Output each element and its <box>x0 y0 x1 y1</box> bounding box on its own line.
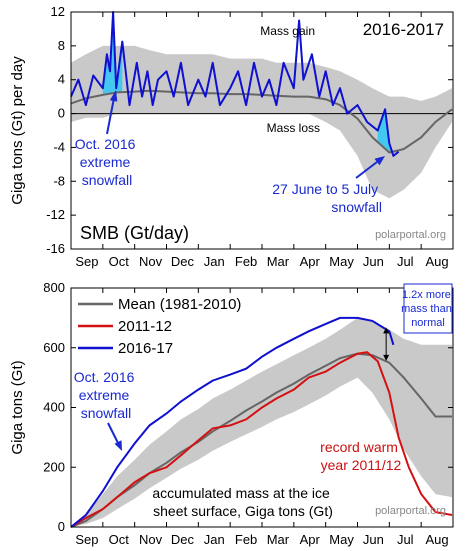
x-tick-label: Dec <box>171 254 195 269</box>
range-band-area <box>71 317 452 527</box>
top-y-ticks: 12 8 4 0 -4 -8 -12 -16 <box>46 4 453 256</box>
x-tick-label: Mar <box>267 532 290 547</box>
y-tick-label: 200 <box>43 459 65 474</box>
x-tick-label: Aug <box>426 532 449 547</box>
legend: Mean (1981-2010) 2011-12 2016-17 <box>78 296 241 357</box>
x-tick-label: Apr <box>300 254 321 269</box>
bracket-arrow-down <box>383 354 390 361</box>
top-july-snowfall-note: 27 June to 5 July snowfall <box>272 181 382 215</box>
x-tick-label: Dec <box>171 532 195 547</box>
snowfall-highlight <box>102 12 123 95</box>
x-tick-label: May <box>329 254 354 269</box>
current-series-line <box>70 316 395 528</box>
record-warm-note: record warm year 2011/12 <box>320 439 402 473</box>
x-tick-label: Feb <box>235 254 257 269</box>
bottom-oct-snowfall-arrow <box>107 422 119 444</box>
x-tick-label: Jan <box>204 532 225 547</box>
legend-2016-17-label: 2016-17 <box>118 340 173 357</box>
bracket-arrow-up <box>383 327 390 334</box>
y-tick-label: 12 <box>51 4 65 19</box>
top-july-snowfall-arrow <box>355 161 378 179</box>
bottom-oct-snowfall-note: Oct. 2016 extreme snowfall <box>74 369 139 421</box>
mass-gain-label: Mass gain <box>260 24 315 38</box>
top-range-band <box>71 45 452 199</box>
top-y-axis-label: Giga tons (Gt) per day <box>9 56 26 205</box>
top-oct-snowfall-arrow <box>106 97 115 135</box>
mass-ratio-callout-box <box>403 283 453 334</box>
x-tick-label: Jun <box>363 532 384 547</box>
range-band-area <box>71 45 452 199</box>
record-series-line <box>70 351 453 528</box>
x-tick-label: Jul <box>397 532 414 547</box>
y-tick-label: 4 <box>58 72 65 87</box>
y-tick-label: 0 <box>58 519 65 534</box>
top-x-ticks: Sep Oct Nov Dec Jan Feb Mar Apr May Jun Jul Aug <box>70 12 454 269</box>
mass-loss-label: Mass loss <box>267 121 320 135</box>
bottom-mean-line <box>70 352 452 528</box>
bottom-oct-snowfall-arrowhead <box>114 440 122 451</box>
accumulated-mass-caption: accumulated mass at the ice sheet surfac… <box>152 485 333 519</box>
bottom-y-ticks: 800 600 400 200 0 <box>43 280 453 534</box>
x-tick-label: Nov <box>139 532 163 547</box>
y-tick-label: -16 <box>46 241 65 256</box>
top-oct-snowfall-arrowhead <box>109 90 118 102</box>
bottom-source-credit: polarportal.org <box>375 505 446 517</box>
mass-ratio-bracket <box>383 327 390 361</box>
legend-2011-12-label: 2011-12 <box>118 318 172 335</box>
mass-ratio-callout: 1.2x more mass than normal <box>401 289 455 329</box>
x-tick-label: Jan <box>204 254 225 269</box>
top-panel: 12 8 4 0 -4 -8 -12 -16 Sep Oct Nov Dec Jan Feb Mar Apr… <box>9 4 454 269</box>
top-source-credit: polarportal.org <box>375 229 446 241</box>
x-tick-label: Nov <box>139 254 163 269</box>
y-tick-label: 600 <box>43 340 65 355</box>
bottom-panel: 800 600 400 200 0 Sep Oct Nov Dec Jan Feb Mar Apr Ma… <box>9 280 455 547</box>
current-series-line <box>70 11 400 157</box>
smb-panel-label: SMB (Gt/day) <box>80 223 189 243</box>
y-tick-label: 8 <box>58 38 65 53</box>
x-tick-label: Mar <box>267 254 290 269</box>
x-tick-label: Sep <box>75 532 98 547</box>
x-tick-label: Oct <box>109 532 130 547</box>
bottom-range-band <box>71 317 452 527</box>
x-tick-label: Sep <box>75 254 98 269</box>
y-tick-label: -8 <box>53 173 65 188</box>
y-tick-label: -12 <box>46 207 65 222</box>
bottom-2011-12-line <box>70 351 453 528</box>
top-chart-title: 2016-2017 <box>363 20 444 39</box>
legend-mean-label: Mean (1981-2010) <box>118 296 241 313</box>
y-tick-label: 800 <box>43 280 65 295</box>
x-tick-label: Feb <box>235 532 257 547</box>
top-july-snowfall-arrowhead <box>374 156 385 166</box>
top-current-line <box>70 11 400 157</box>
y-tick-label: 400 <box>43 400 65 415</box>
bottom-2016-17-line <box>70 316 395 528</box>
x-tick-label: Apr <box>300 532 321 547</box>
x-tick-label: Jun <box>363 254 384 269</box>
x-tick-label: Oct <box>109 254 130 269</box>
y-tick-label: 0 <box>58 106 65 121</box>
x-tick-label: May <box>329 532 354 547</box>
x-tick-label: Jul <box>397 254 414 269</box>
mean-series-line <box>70 352 452 528</box>
bottom-y-axis-label: Giga tons (Gt) <box>9 360 26 454</box>
x-tick-label: Aug <box>426 254 449 269</box>
y-tick-label: -4 <box>53 139 65 154</box>
bottom-x-ticks: Sep Oct Nov Dec Jan Feb Mar Apr May Jun Jul Aug <box>70 288 454 547</box>
top-oct-snowfall-note: Oct. 2016 extreme snowfall <box>75 136 140 188</box>
